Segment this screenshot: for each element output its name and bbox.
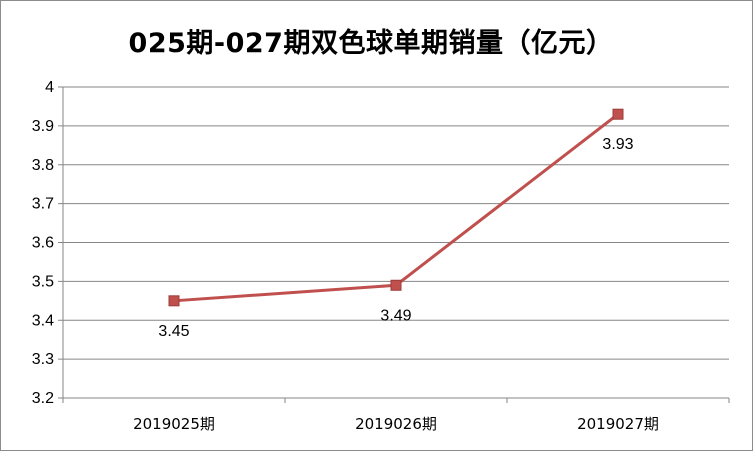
x-tick-label: 2019027期 bbox=[577, 415, 659, 433]
data-point bbox=[612, 108, 624, 120]
chart-title: 025期-027期双色球单期销量（亿元） bbox=[128, 28, 614, 59]
data-point bbox=[390, 279, 402, 291]
y-tick-label: 4 bbox=[45, 79, 54, 96]
y-tick-label: 3.9 bbox=[32, 118, 54, 135]
y-tick-label: 3.5 bbox=[32, 273, 54, 290]
y-tick-label: 3.2 bbox=[32, 390, 54, 407]
y-tick-label: 3.6 bbox=[32, 235, 54, 252]
y-tick-label: 3.8 bbox=[32, 157, 54, 174]
x-tick-label: 2019025期 bbox=[133, 415, 215, 433]
data-label: 3.93 bbox=[602, 136, 633, 153]
data-label: 3.45 bbox=[158, 323, 189, 340]
data-point bbox=[168, 295, 180, 307]
data-label: 3.49 bbox=[380, 307, 411, 324]
y-tick-label: 3.7 bbox=[32, 196, 54, 213]
series-line bbox=[173, 113, 619, 303]
y-tick-label: 3.4 bbox=[32, 312, 54, 329]
x-tick-label: 2019026期 bbox=[355, 415, 437, 433]
y-tick-label: 3.3 bbox=[32, 351, 54, 368]
